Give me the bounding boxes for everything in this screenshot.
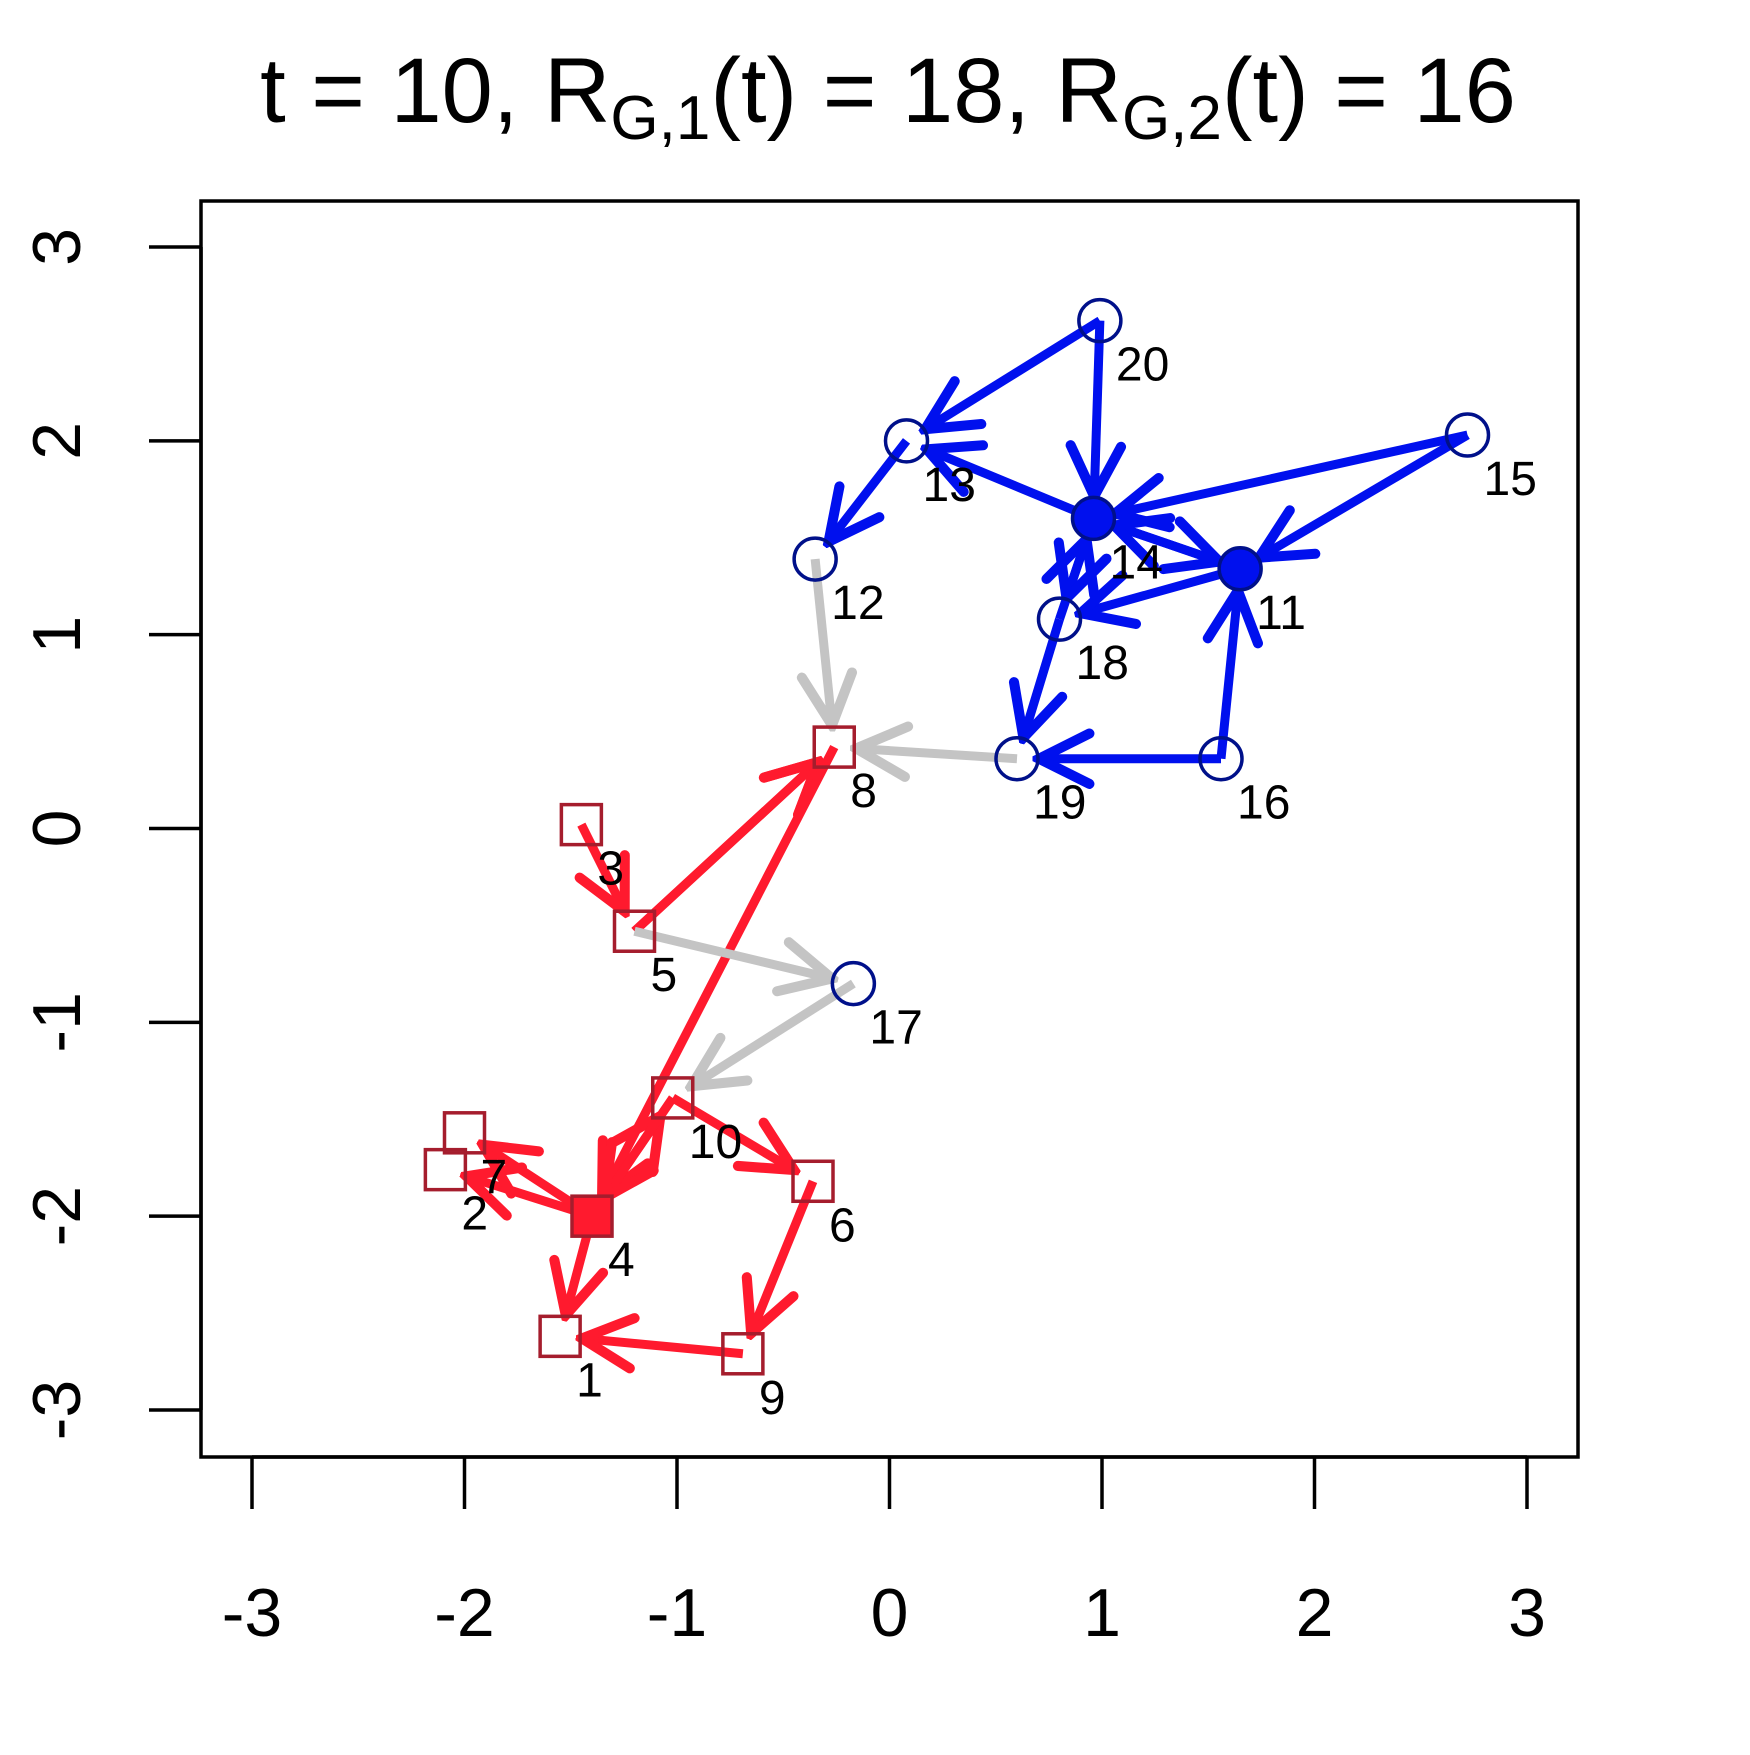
- node-label: 8: [850, 765, 877, 818]
- y-tick-label: 0: [19, 810, 95, 848]
- node-label: 17: [869, 1002, 922, 1055]
- x-tick-label: 1: [1083, 1575, 1121, 1651]
- edge: [1094, 320, 1100, 497]
- edge: [856, 748, 1018, 758]
- title-part: G,2: [1122, 84, 1222, 153]
- y-tick-label: -2: [19, 1186, 95, 1246]
- title-part: (t) = 16: [1222, 40, 1516, 142]
- edge: [691, 979, 856, 1087]
- edge: [1221, 591, 1238, 760]
- edge: [751, 1179, 818, 1333]
- edge: [633, 926, 832, 978]
- x-tick-label: 0: [871, 1575, 909, 1651]
- edge: [582, 1338, 744, 1353]
- x-tick-label: -2: [434, 1575, 494, 1651]
- x-tick-label: 3: [1508, 1575, 1546, 1651]
- node-label: 15: [1484, 453, 1537, 506]
- edge: [1023, 617, 1059, 738]
- node: [812, 725, 856, 769]
- node: [538, 1314, 582, 1359]
- node: [1077, 297, 1123, 344]
- node: [791, 1159, 835, 1204]
- title-part: (t) = 18, R: [710, 40, 1122, 142]
- y-tick-label: 3: [19, 228, 95, 266]
- node-label: 3: [597, 843, 624, 896]
- node: [883, 418, 930, 464]
- edge: [1259, 431, 1470, 558]
- edge: [581, 822, 624, 912]
- node: [1444, 412, 1491, 458]
- title-part: t = 10, R: [260, 40, 610, 142]
- node: [570, 1194, 614, 1238]
- x-tick-label: -1: [647, 1575, 707, 1651]
- node-label: 9: [759, 1372, 786, 1425]
- node: [830, 960, 877, 1007]
- chart-title: t = 10, RG,1(t) = 18, RG,2(t) = 16: [260, 40, 1516, 153]
- node-label: 7: [481, 1151, 508, 1204]
- node-label: 12: [831, 577, 884, 630]
- node-label: 20: [1116, 339, 1169, 392]
- node: [423, 1147, 468, 1192]
- node: [721, 1332, 765, 1376]
- node-label: 6: [829, 1199, 856, 1252]
- node: [792, 536, 838, 582]
- node-label: 16: [1237, 777, 1290, 830]
- y-tick-label: 1: [19, 616, 95, 654]
- node-label: 13: [923, 459, 976, 512]
- x-tick-label: 2: [1296, 1575, 1334, 1651]
- node-label: 19: [1033, 777, 1086, 830]
- node-label: 18: [1076, 637, 1129, 690]
- title-part: G,1: [610, 84, 710, 153]
- node-label: 10: [689, 1116, 742, 1169]
- node-label: 11: [1256, 587, 1306, 640]
- x-tick-label: -3: [222, 1575, 282, 1651]
- node-label: 1: [576, 1354, 603, 1407]
- node: [1070, 495, 1117, 542]
- edge: [829, 438, 911, 542]
- edge: [631, 762, 819, 935]
- edge: [927, 449, 1096, 523]
- plot-frame: [199, 199, 1580, 1459]
- y-tick-label: -1: [19, 992, 95, 1052]
- node: [612, 909, 657, 953]
- edge: [604, 1095, 677, 1198]
- node: [651, 1076, 695, 1120]
- edge: [1115, 430, 1469, 514]
- edge: [815, 558, 832, 725]
- node: [994, 735, 1040, 782]
- node-label: 14: [1110, 536, 1163, 589]
- node-label: 5: [651, 949, 678, 1002]
- node: [559, 802, 604, 847]
- edge: [925, 316, 1103, 430]
- node: [1198, 735, 1244, 782]
- node: [1217, 546, 1263, 592]
- y-tick-label: 2: [19, 422, 95, 460]
- y-tick-label: -3: [19, 1380, 95, 1440]
- node-label: 2: [461, 1188, 488, 1241]
- node: [442, 1111, 487, 1155]
- node-label: 4: [608, 1234, 635, 1287]
- node: [1036, 596, 1083, 642]
